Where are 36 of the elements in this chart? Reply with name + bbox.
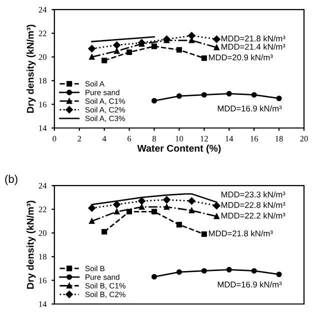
x-tick-label: 0: [52, 136, 56, 142]
y-tick-label: 18: [39, 254, 46, 260]
y-axis-title: Dry density (kN/m³): [26, 200, 36, 289]
annotation: MDD=21.4 kN/m³: [221, 44, 286, 50]
y-tick-label: 22: [38, 30, 46, 36]
annotation: MDD=16.9 kN/m³: [218, 105, 282, 112]
y-tick-label: 14: [39, 125, 47, 131]
annotation: MDD=20.9 kN/m³: [209, 54, 273, 60]
annotation: MDD=16.9 kN/m³: [218, 281, 282, 288]
x-tick-label: 4: [102, 136, 106, 142]
x-tick-label: 20: [300, 136, 308, 142]
annotation: MDD=22.8 kN/m³: [221, 202, 286, 208]
chart-title: (b): [5, 174, 18, 186]
y-tick-label: 20: [38, 230, 46, 236]
annotation: MDD=21.8 kN/m³: [221, 35, 286, 42]
x-axis-title: Water Content (%): [137, 144, 221, 154]
y-tick-label: 20: [38, 54, 46, 60]
x-tick-label: 14: [226, 136, 234, 142]
annotation: MDD=22.2 kN/m³: [221, 212, 286, 219]
y-tick-label: 24: [38, 6, 47, 12]
annotation: MDD=21.8 kN/m³: [209, 230, 273, 236]
x-tick-label: 8: [152, 136, 156, 142]
x-tick-label: 10: [176, 136, 184, 142]
y-tick-label: 16: [39, 102, 47, 108]
annotation: MDD=23.3 kN/m³: [221, 191, 286, 198]
x-tick-label: 2: [78, 136, 81, 142]
y-tick-label: 14: [39, 301, 47, 307]
y-tick-label: 24: [38, 182, 47, 188]
y-axis-title: Dry density (kN/m³): [26, 24, 36, 113]
x-tick-label: 6: [128, 136, 132, 142]
y-tick-label: 16: [39, 278, 47, 284]
y-tick-label: 18: [39, 78, 46, 84]
x-tick-label: 12: [200, 136, 208, 142]
x-tick-label: 18: [276, 136, 283, 142]
x-tick-label: 16: [250, 136, 258, 142]
y-tick-label: 22: [38, 206, 46, 212]
